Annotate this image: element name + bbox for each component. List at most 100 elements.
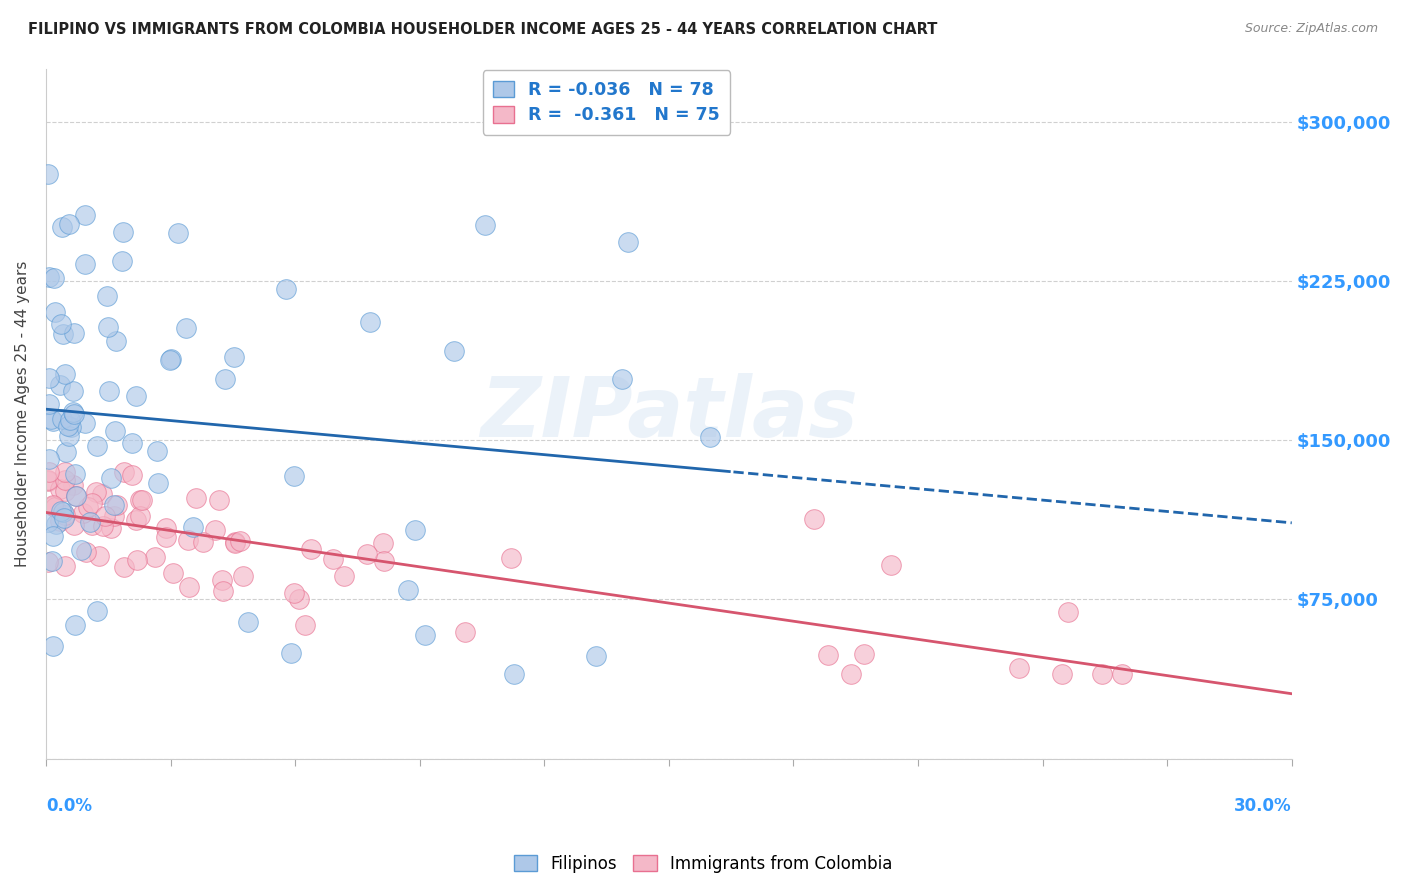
Point (53, 367, 76, 381)
Point (283, 469, 305, 483)
Point (276, 282, 298, 296)
Point (125, 513, 148, 527)
Point (37, 515, 59, 529)
Point (211, 574, 233, 588)
Point (373, 536, 395, 550)
Point (359, 315, 381, 329)
Point (204, 523, 226, 537)
Point (91, 486, 114, 500)
Point (63, 326, 86, 341)
Point (356, 547, 378, 561)
Point (159, 352, 181, 367)
Point (97, 384, 120, 399)
Point (52, 327, 75, 342)
Point (86, 604, 108, 618)
Point (44, 500, 66, 515)
Point (65, 618, 87, 632)
Point (211, 583, 233, 598)
Point (181, 519, 204, 533)
Point (236, 615, 259, 629)
Point (86, 439, 108, 453)
Point (853, 648, 876, 662)
Point (65, 490, 87, 504)
Point (174, 320, 197, 334)
Point (404, 523, 426, 537)
Text: FILIPINO VS IMMIGRANTS FROM COLOMBIA HOUSEHOLDER INCOME AGES 25 - 44 YEARS CORRE: FILIPINO VS IMMIGRANTS FROM COLOMBIA HOU… (28, 22, 938, 37)
Point (53, 465, 76, 479)
Point (129, 508, 152, 523)
Point (803, 512, 825, 526)
Point (111, 254, 134, 268)
Point (42, 498, 65, 512)
Point (63, 467, 86, 482)
Point (699, 430, 721, 444)
Text: Source: ZipAtlas.com: Source: ZipAtlas.com (1244, 22, 1378, 36)
Point (58, 428, 80, 442)
Point (39, 412, 62, 426)
Point (75, 416, 97, 430)
Point (49, 318, 72, 332)
Point (72, 506, 94, 520)
Point (232, 568, 254, 582)
Point (280, 646, 302, 660)
Point (112, 560, 135, 574)
Point (38, 465, 60, 479)
Point (38, 397, 60, 411)
Point (184, 491, 207, 505)
Point (56, 418, 79, 433)
Point (44, 305, 66, 319)
Point (1008, 661, 1031, 675)
Point (288, 591, 311, 606)
Point (42, 529, 65, 543)
Legend: R = -0.036   N = 78, R =  -0.361   N = 75: R = -0.036 N = 78, R = -0.361 N = 75 (482, 70, 730, 135)
Point (65, 489, 87, 503)
Point (77, 500, 100, 515)
Text: 30.0%: 30.0% (1234, 797, 1292, 814)
Point (97, 320, 120, 334)
Point (880, 558, 903, 572)
Point (63, 517, 86, 532)
Point (37, 555, 59, 569)
Point (155, 530, 177, 544)
Point (443, 343, 465, 358)
Point (62, 405, 84, 419)
Point (53, 511, 76, 525)
Point (38, 451, 60, 466)
Point (224, 535, 246, 549)
Point (1050, 666, 1073, 681)
Point (45, 516, 67, 531)
Point (105, 498, 128, 512)
Point (103, 498, 125, 512)
Point (817, 648, 839, 662)
Point (55, 508, 77, 523)
Point (38, 370, 60, 384)
Point (166, 226, 188, 240)
Point (87, 549, 110, 563)
Point (208, 492, 231, 507)
Point (610, 372, 633, 386)
Point (41, 553, 63, 567)
Point (53, 484, 76, 499)
Point (155, 521, 177, 535)
Point (93, 519, 115, 533)
Point (49, 514, 72, 528)
Point (502, 666, 524, 681)
Point (53, 559, 76, 574)
Point (48, 378, 70, 392)
Point (125, 553, 148, 567)
Point (396, 582, 419, 597)
Point (131, 492, 153, 507)
Point (146, 476, 169, 491)
Point (75, 208, 97, 222)
Point (49, 504, 72, 518)
Point (160, 352, 183, 367)
Point (100, 521, 122, 535)
Point (73, 257, 96, 271)
Point (51, 220, 73, 235)
Text: 0.0%: 0.0% (46, 797, 91, 814)
Point (177, 580, 200, 594)
Point (146, 444, 169, 458)
Point (94, 509, 117, 524)
Point (125, 389, 148, 403)
Point (373, 554, 395, 568)
